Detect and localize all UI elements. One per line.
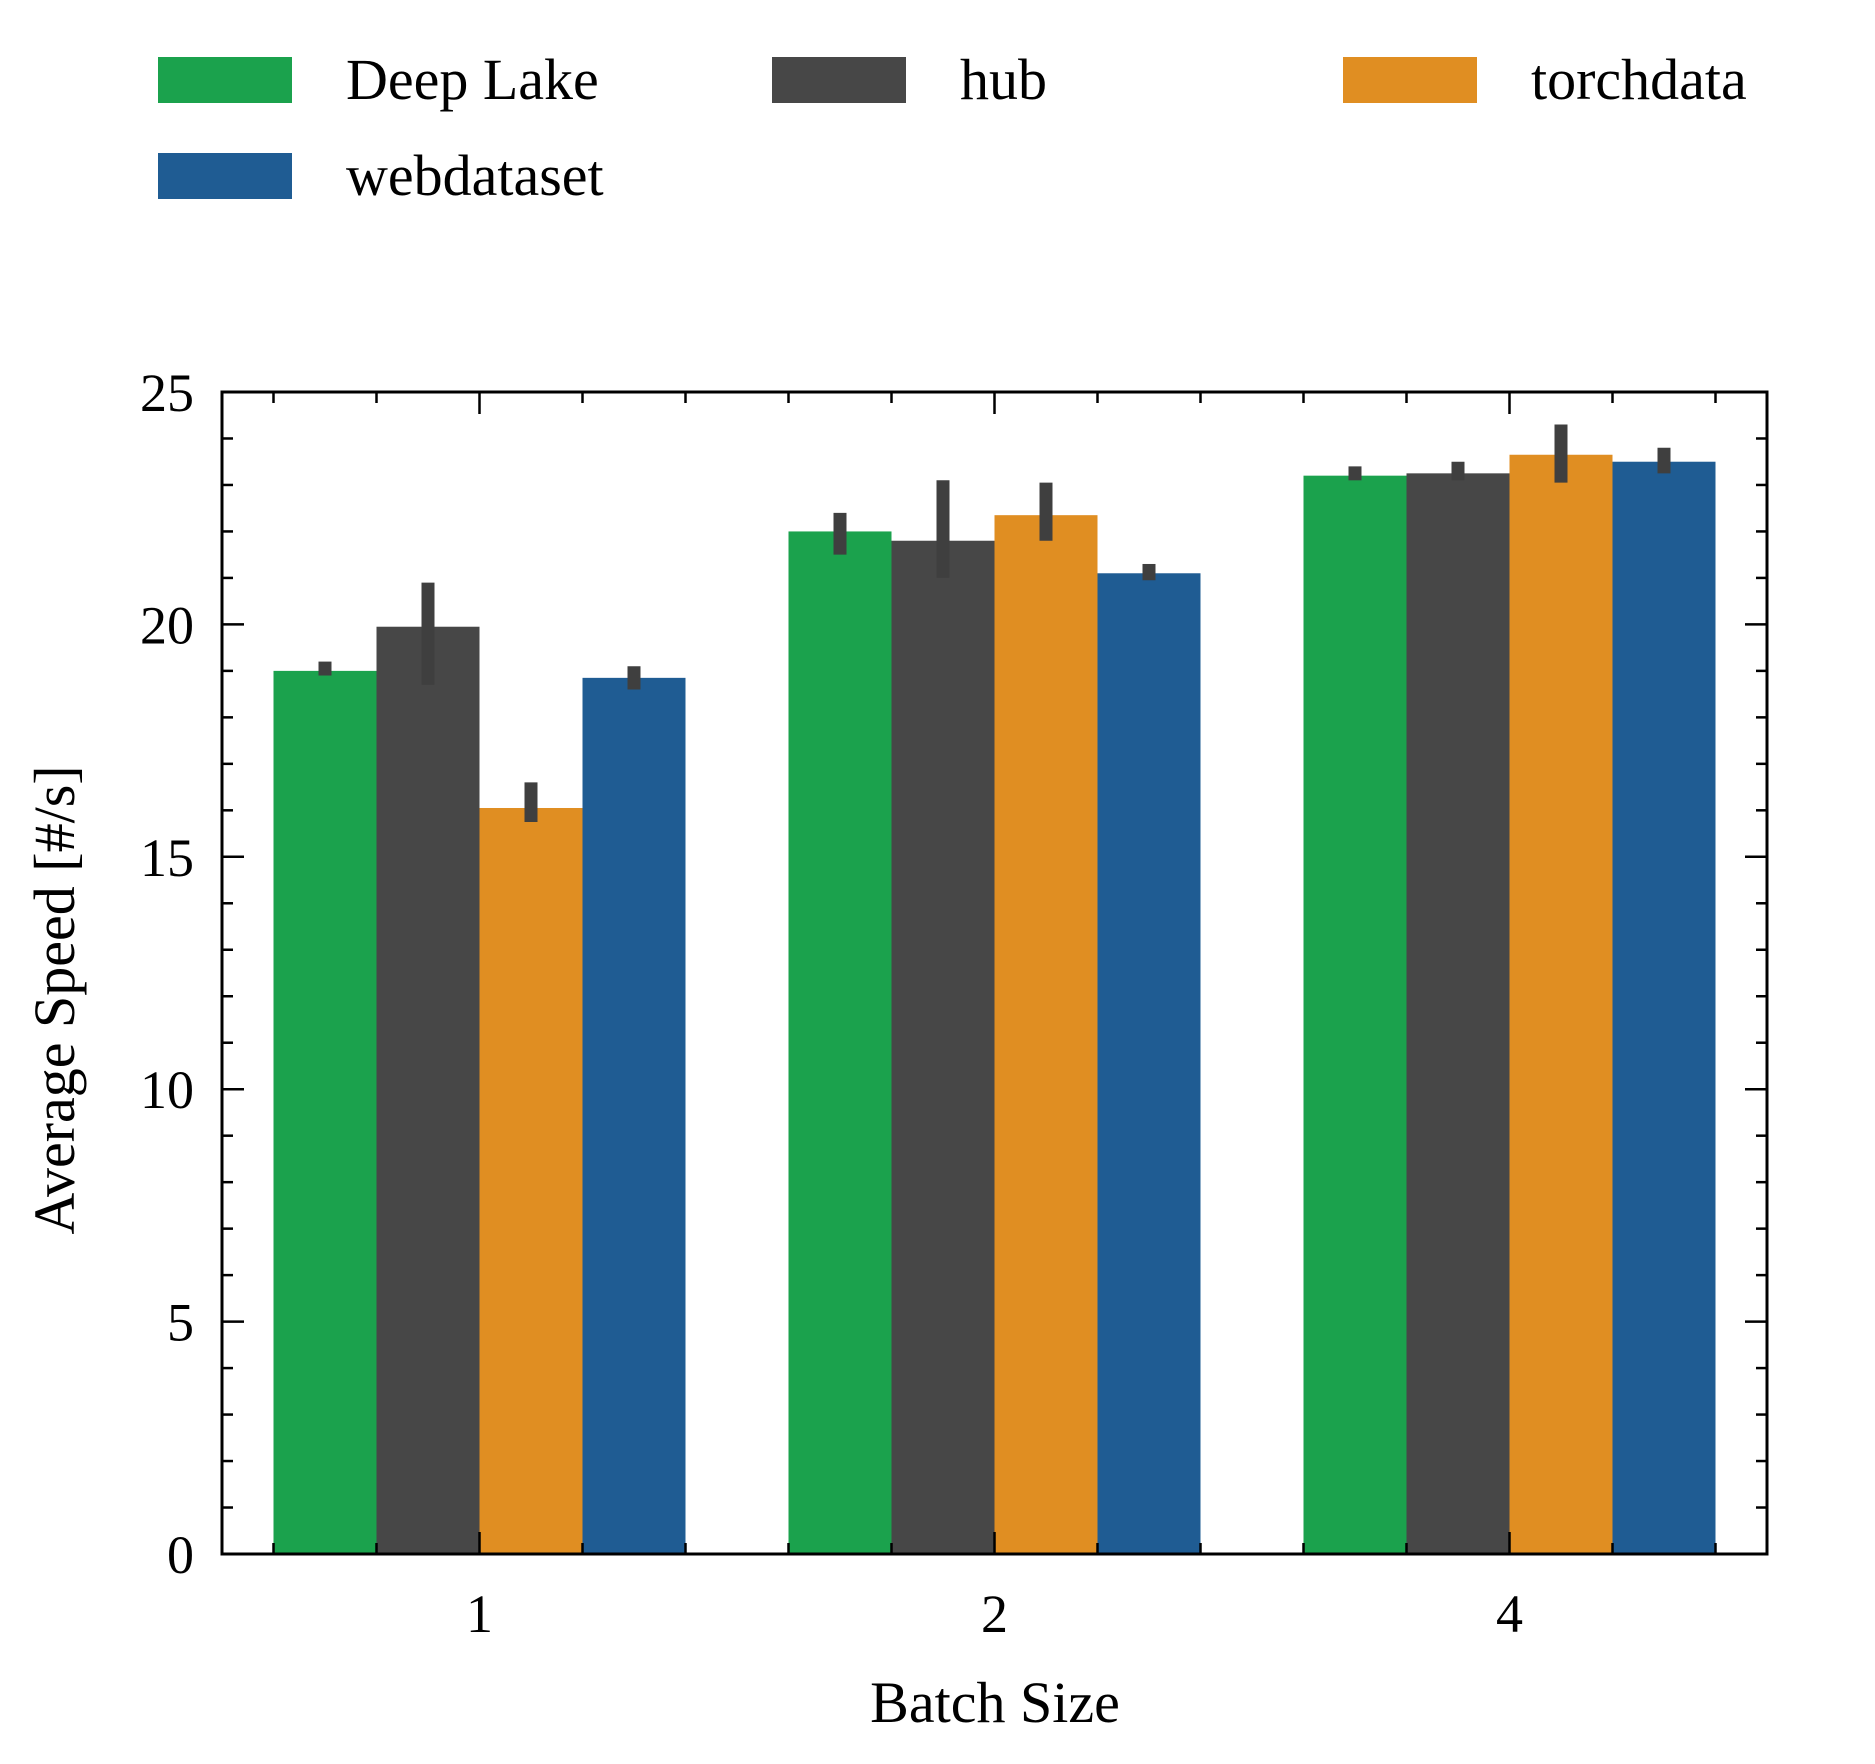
bar bbox=[1509, 454, 1613, 1554]
bar bbox=[376, 626, 480, 1554]
bar bbox=[1612, 461, 1716, 1555]
legend: Deep Lake hub torchdata webdataset bbox=[158, 47, 1747, 208]
x-tick-label: 4 bbox=[1496, 1584, 1523, 1644]
bar bbox=[994, 515, 1098, 1554]
legend-swatch bbox=[158, 153, 292, 199]
x-axis-label: Batch Size bbox=[870, 1670, 1120, 1735]
legend-item: hub bbox=[772, 47, 1047, 112]
legend-label: webdataset bbox=[346, 143, 604, 208]
bar bbox=[891, 540, 995, 1554]
bar bbox=[582, 677, 686, 1554]
legend-item: torchdata bbox=[1343, 47, 1747, 112]
y-tick-label: 0 bbox=[167, 1525, 194, 1585]
legend-item: Deep Lake bbox=[158, 47, 599, 112]
y-tick-label: 15 bbox=[140, 828, 194, 888]
legend-label: hub bbox=[960, 47, 1047, 112]
x-tick-label: 2 bbox=[981, 1584, 1008, 1644]
x-tick-label: 1 bbox=[466, 1584, 493, 1644]
legend-swatch bbox=[772, 57, 906, 103]
axes: 0 5 10 15 20 25 1 2 4 bbox=[140, 363, 1769, 1644]
y-tick-label: 10 bbox=[140, 1060, 194, 1120]
legend-swatch bbox=[158, 57, 292, 103]
bar bbox=[479, 807, 583, 1554]
bar bbox=[273, 670, 377, 1554]
legend-label: Deep Lake bbox=[346, 47, 599, 112]
bar bbox=[1097, 573, 1201, 1554]
legend-label: torchdata bbox=[1531, 47, 1747, 112]
y-tick-label: 5 bbox=[167, 1293, 194, 1353]
bar bbox=[1303, 475, 1407, 1554]
bar bbox=[1406, 473, 1510, 1555]
legend-swatch bbox=[1343, 57, 1477, 103]
y-tick-label: 25 bbox=[140, 363, 194, 423]
y-axis-label: Average Speed [#/s] bbox=[22, 765, 87, 1234]
legend-item: webdataset bbox=[158, 143, 604, 208]
plot-area bbox=[273, 424, 1716, 1555]
y-tick-label: 20 bbox=[140, 595, 194, 655]
bar bbox=[788, 531, 892, 1554]
